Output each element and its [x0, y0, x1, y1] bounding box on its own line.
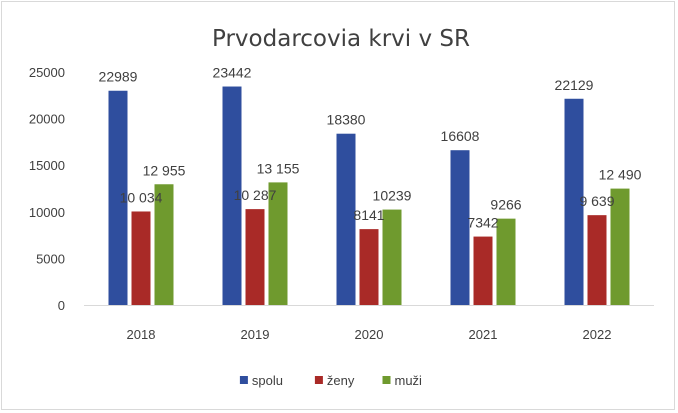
legend-label-ženy: ženy — [327, 373, 355, 388]
data-label: 9 639 — [579, 193, 614, 209]
y-axis: 0 5000 10000 15000 20000 25000 — [29, 65, 65, 313]
data-labels-group: 22989 10 034 12 955 23442 10 287 13 155 18380 8… — [99, 65, 642, 231]
x-tick-label: 2020 — [355, 327, 384, 342]
bar-spolu — [564, 98, 584, 305]
legend-swatch-spolu — [239, 376, 248, 384]
data-label: 18380 — [327, 112, 366, 128]
legend-swatch-muži — [382, 376, 391, 384]
data-label: 22989 — [99, 69, 138, 85]
x-tick-label: 2019 — [241, 327, 270, 342]
y-tick-label: 0 — [58, 298, 65, 313]
data-label: 16608 — [441, 128, 480, 144]
bar-muži — [496, 218, 516, 305]
data-label: 13 155 — [257, 160, 300, 176]
bar-spolu — [336, 133, 356, 305]
bar-spolu — [222, 86, 242, 305]
bar-spolu — [450, 150, 470, 305]
data-label: 8141 — [353, 207, 384, 223]
legend-label-spolu: spolu — [252, 373, 283, 388]
data-label: 10 287 — [234, 187, 277, 203]
chart-title: Prvodarcovia krvi v SR — [212, 26, 470, 52]
bar-spolu — [108, 90, 128, 305]
data-label: 12 955 — [143, 162, 186, 178]
data-label: 23442 — [213, 65, 252, 81]
data-label: 10 034 — [120, 189, 163, 205]
data-label: 9266 — [490, 197, 521, 213]
data-label: 10239 — [373, 188, 412, 204]
bar-ženy — [473, 236, 493, 305]
bar-muži — [610, 188, 630, 305]
x-tick-label: 2022 — [583, 327, 612, 342]
x-tick-label: 2018 — [127, 327, 156, 342]
bar-ženy — [131, 211, 151, 305]
x-tick-label: 2021 — [469, 327, 498, 342]
y-tick-label: 5000 — [36, 251, 65, 266]
legend-label-muži: muži — [395, 373, 423, 388]
y-tick-label: 15000 — [29, 158, 65, 173]
legend-swatch-ženy — [314, 376, 323, 384]
legend: spolu ženy muži — [239, 373, 423, 388]
y-tick-label: 20000 — [29, 112, 65, 127]
bar-muži — [382, 209, 402, 305]
bars-group — [108, 86, 630, 305]
data-label: 22129 — [555, 77, 594, 93]
bar-muži — [154, 184, 174, 305]
data-label: 7342 — [467, 215, 498, 231]
bar-ženy — [245, 209, 265, 305]
y-tick-label: 10000 — [29, 205, 65, 220]
bar-muži — [268, 182, 288, 305]
bar-ženy — [359, 229, 379, 305]
data-label: 12 490 — [599, 167, 642, 183]
x-axis: 2018 2019 2020 2021 2022 — [127, 327, 612, 342]
y-tick-label: 25000 — [29, 65, 65, 80]
bar-ženy — [587, 215, 607, 305]
